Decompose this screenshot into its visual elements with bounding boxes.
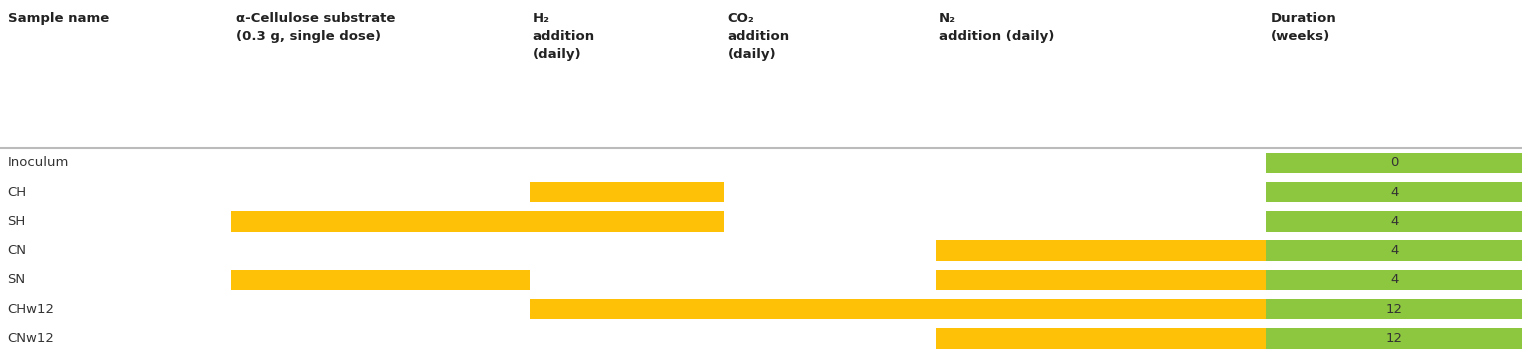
Text: CNw12: CNw12 xyxy=(8,332,55,345)
Bar xyxy=(231,211,724,232)
Bar xyxy=(1266,211,1522,232)
Bar xyxy=(1266,299,1522,319)
Text: α-Cellulose substrate
(0.3 g, single dose): α-Cellulose substrate (0.3 g, single dos… xyxy=(236,12,396,43)
Bar xyxy=(530,299,1266,319)
Text: 0: 0 xyxy=(1390,156,1399,169)
Bar xyxy=(1266,182,1522,202)
Text: SN: SN xyxy=(8,273,26,286)
Text: 4: 4 xyxy=(1390,273,1399,286)
Text: CH: CH xyxy=(8,186,27,199)
Text: CN: CN xyxy=(8,244,26,257)
Text: Inoculum: Inoculum xyxy=(8,156,68,169)
Text: Sample name: Sample name xyxy=(8,12,110,25)
Text: 4: 4 xyxy=(1390,215,1399,228)
Bar xyxy=(530,182,724,202)
Bar xyxy=(1266,328,1522,349)
Bar xyxy=(1266,152,1522,173)
Bar xyxy=(1266,270,1522,290)
Text: N₂
addition (daily): N₂ addition (daily) xyxy=(939,12,1055,43)
Bar xyxy=(936,270,1266,290)
Text: SH: SH xyxy=(8,215,26,228)
Text: CHw12: CHw12 xyxy=(8,303,55,316)
Text: CO₂
addition
(daily): CO₂ addition (daily) xyxy=(728,12,790,61)
Text: 12: 12 xyxy=(1385,332,1403,345)
Text: Duration
(weeks): Duration (weeks) xyxy=(1271,12,1336,43)
Text: 4: 4 xyxy=(1390,244,1399,257)
Bar xyxy=(936,328,1266,349)
Bar xyxy=(231,270,530,290)
Text: 4: 4 xyxy=(1390,186,1399,199)
Bar xyxy=(936,240,1266,261)
Text: H₂
addition
(daily): H₂ addition (daily) xyxy=(533,12,595,61)
Bar xyxy=(1266,240,1522,261)
Text: 12: 12 xyxy=(1385,303,1403,316)
